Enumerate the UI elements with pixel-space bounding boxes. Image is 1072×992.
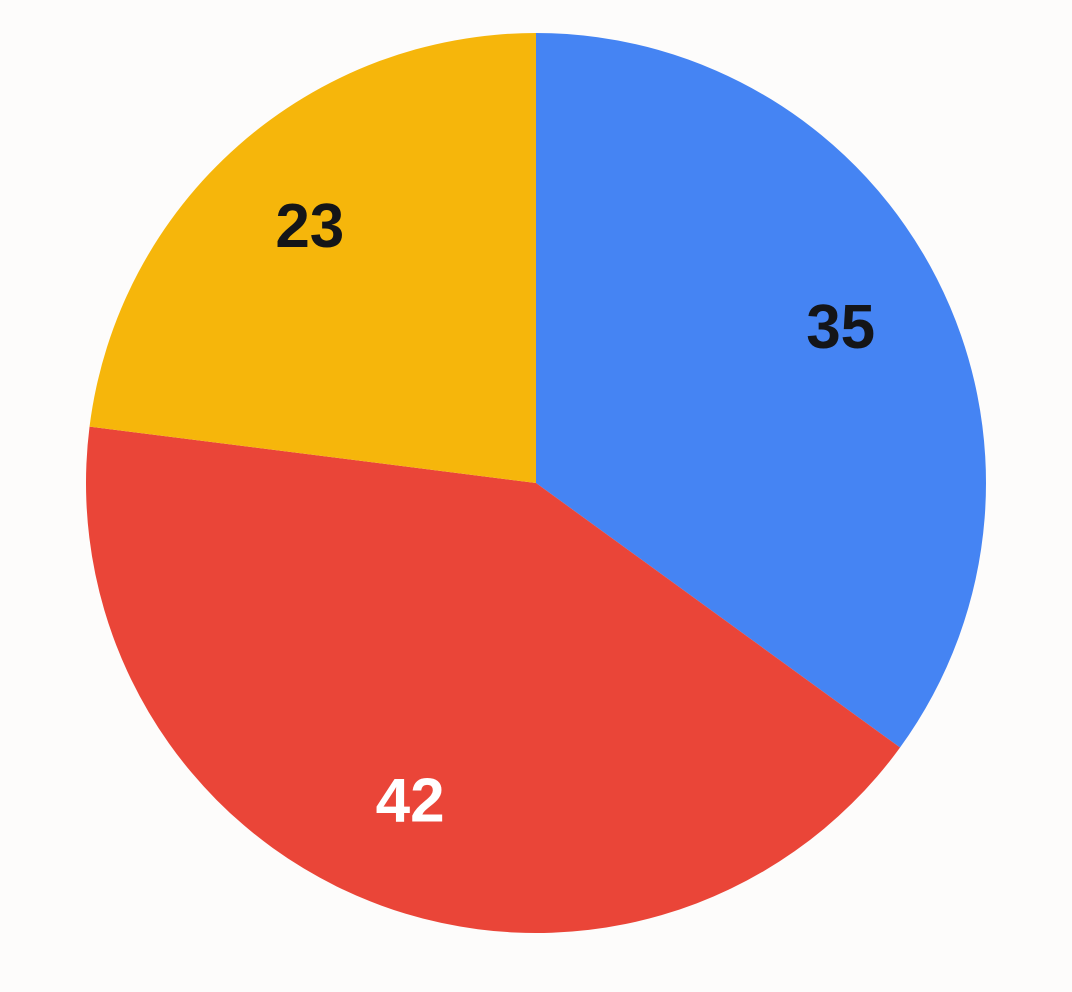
pie-slice-35 [536,33,986,748]
slice-label-35: 35 [806,293,875,362]
pie-slice-23 [89,33,537,483]
slice-label-23: 23 [275,192,344,261]
slice-label-42: 42 [376,767,445,836]
pie-slice-42 [86,426,901,933]
